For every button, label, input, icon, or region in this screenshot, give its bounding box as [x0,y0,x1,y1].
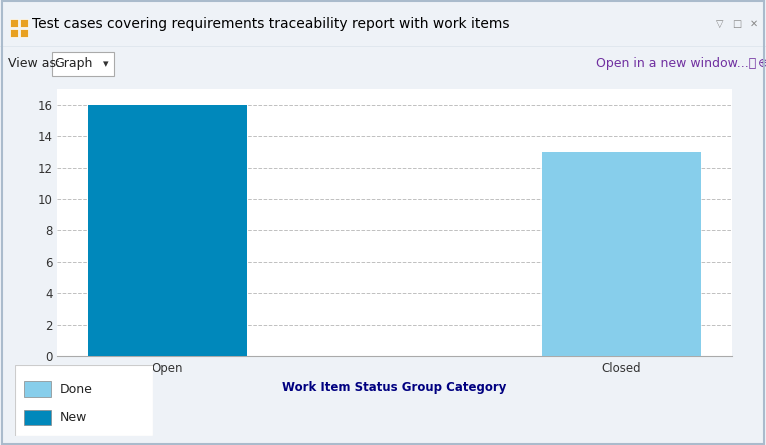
Text: Done: Done [60,383,93,396]
Bar [20,29,28,37]
Bar [10,19,18,27]
Text: ▽: ▽ [716,19,724,29]
Text: ▾: ▾ [103,59,109,69]
FancyBboxPatch shape [52,52,114,76]
Bar [542,152,701,356]
Bar [24,410,51,425]
Text: Test cases covering requirements traceability report with work items: Test cases covering requirements traceab… [32,17,509,31]
X-axis label: Work Item Status Group Category: Work Item Status Group Category [283,381,506,395]
Text: Open in a new window...➕: Open in a new window...➕ [596,57,756,70]
Bar [10,29,18,37]
Text: ✕: ✕ [750,19,758,29]
Text: ⊕: ⊕ [758,57,766,70]
Bar [24,381,51,397]
Text: View as:: View as: [8,57,61,70]
Text: Graph: Graph [54,57,92,70]
Text: □: □ [732,19,741,29]
Text: New: New [60,411,87,424]
Bar [88,105,247,356]
Bar [20,19,28,27]
